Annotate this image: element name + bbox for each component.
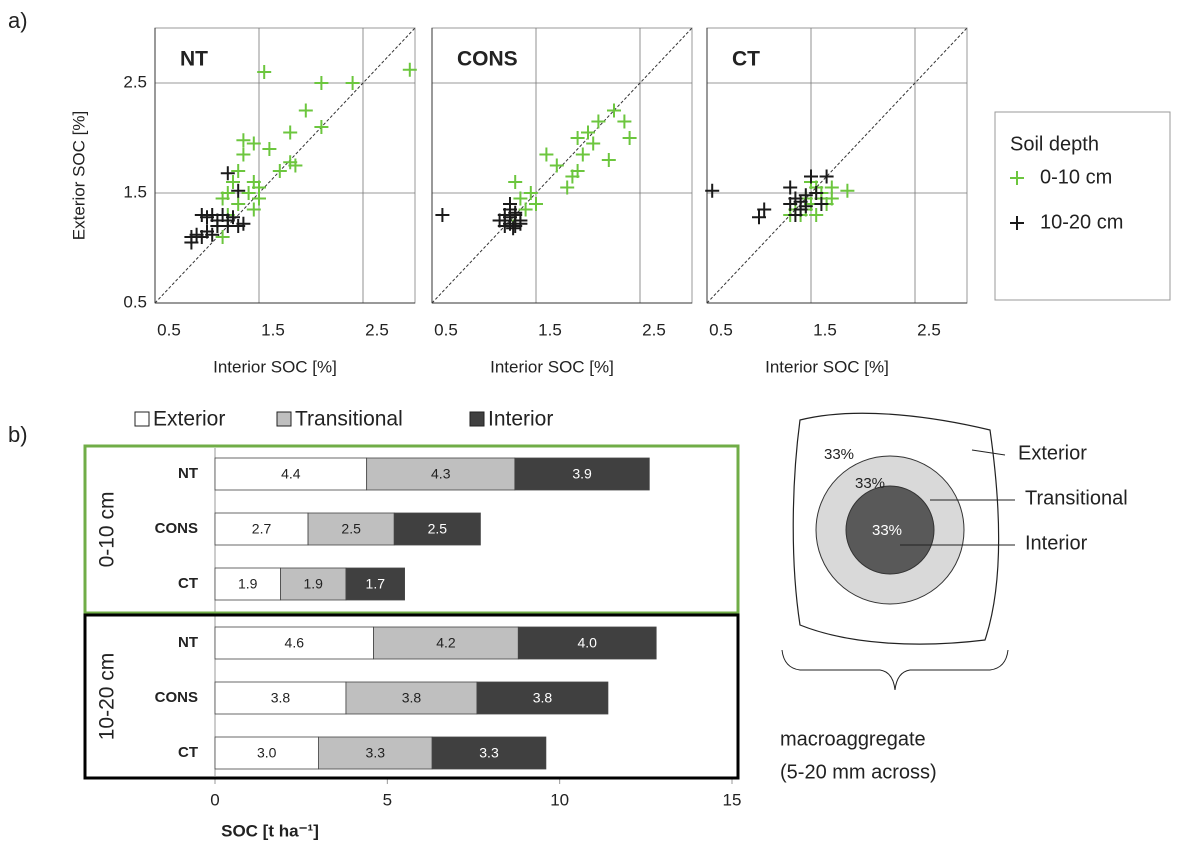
panel-label: b) xyxy=(8,422,28,447)
panel-title: CT xyxy=(732,48,760,71)
zone-label: Transitional xyxy=(1025,487,1128,509)
category-label: CT xyxy=(178,575,198,592)
value-label: 3.3 xyxy=(479,745,499,761)
panel-label: a) xyxy=(8,8,28,33)
legend-swatch xyxy=(277,412,291,426)
y-tick-label: 1.5 xyxy=(123,182,147,201)
caption: (5-20 mm across) xyxy=(780,761,937,783)
value-label: 3.0 xyxy=(257,745,277,761)
legend-title: Soil depth xyxy=(1010,133,1099,155)
aggregate-diagram: 33% 33% 33% Exterior Transitional Interi… xyxy=(780,413,1128,783)
value-label: 1.9 xyxy=(303,576,323,592)
group-label: 10-20 cm xyxy=(96,653,119,741)
category-label: CT xyxy=(178,744,198,761)
y-axis-title: Exterior SOC [%] xyxy=(69,111,88,240)
panel-title: CONS xyxy=(457,48,518,71)
x-tick-label: 0.5 xyxy=(157,320,181,339)
value-label: 1.9 xyxy=(238,576,258,592)
legend-label: 0-10 cm xyxy=(1040,166,1112,188)
x-tick-label: 0 xyxy=(210,790,219,809)
x-tick-label: 10 xyxy=(550,790,569,809)
value-label: 2.7 xyxy=(252,521,272,537)
x-tick-label: 1.5 xyxy=(261,320,285,339)
share-label: 33% xyxy=(855,475,885,492)
y-tick-label: 2.5 xyxy=(123,72,147,91)
value-label: 3.8 xyxy=(271,690,291,706)
x-tick-label: 2.5 xyxy=(642,320,666,339)
category-label: CONS xyxy=(155,520,198,537)
value-label: 4.3 xyxy=(431,466,451,482)
x-tick-label: 0.5 xyxy=(434,320,458,339)
value-label: 2.5 xyxy=(428,521,448,537)
value-label: 4.2 xyxy=(436,635,456,651)
zone-label: Interior xyxy=(1025,532,1088,554)
group-label: 0-10 cm xyxy=(96,492,119,568)
y-tick-label: 0.5 xyxy=(123,292,147,311)
share-label: 33% xyxy=(824,446,854,463)
x-tick-label: 15 xyxy=(723,790,742,809)
x-tick-label: 1.5 xyxy=(538,320,562,339)
x-tick-label: 1.5 xyxy=(813,320,837,339)
value-label: 4.0 xyxy=(578,635,598,651)
caption: macroaggregate xyxy=(780,728,926,750)
zone-label: Exterior xyxy=(1018,442,1087,464)
legend-label: Interior xyxy=(488,408,553,431)
figure: a) b) 33% 33% 33% Exterior Transitional … xyxy=(0,0,1180,851)
x-tick-label: 2.5 xyxy=(365,320,389,339)
panel-title: NT xyxy=(180,48,208,71)
x-axis-title: Interior SOC [%] xyxy=(213,357,337,376)
x-tick-label: 2.5 xyxy=(917,320,941,339)
value-label: 4.6 xyxy=(285,635,305,651)
value-label: 4.4 xyxy=(281,466,301,482)
x-axis-title: Interior SOC [%] xyxy=(765,357,889,376)
legend-label: 10-20 cm xyxy=(1040,211,1123,233)
legend-swatch xyxy=(135,412,149,426)
value-label: 3.8 xyxy=(402,690,422,706)
x-axis-title: SOC [t ha⁻¹] xyxy=(221,821,319,840)
brace xyxy=(782,650,1008,690)
value-label: 1.7 xyxy=(366,576,386,592)
category-label: NT xyxy=(178,634,198,651)
value-label: 3.8 xyxy=(533,690,553,706)
x-tick-label: 0.5 xyxy=(709,320,733,339)
x-axis-title: Interior SOC [%] xyxy=(490,357,614,376)
category-label: CONS xyxy=(155,689,198,706)
legend-label: Exterior xyxy=(153,408,225,431)
value-label: 3.3 xyxy=(366,745,386,761)
legend-swatch xyxy=(470,412,484,426)
legend-label: Transitional xyxy=(295,408,403,431)
value-label: 2.5 xyxy=(341,521,361,537)
x-tick-label: 5 xyxy=(383,790,392,809)
share-label: 33% xyxy=(872,522,902,539)
value-label: 3.9 xyxy=(572,466,592,482)
category-label: NT xyxy=(178,465,198,482)
